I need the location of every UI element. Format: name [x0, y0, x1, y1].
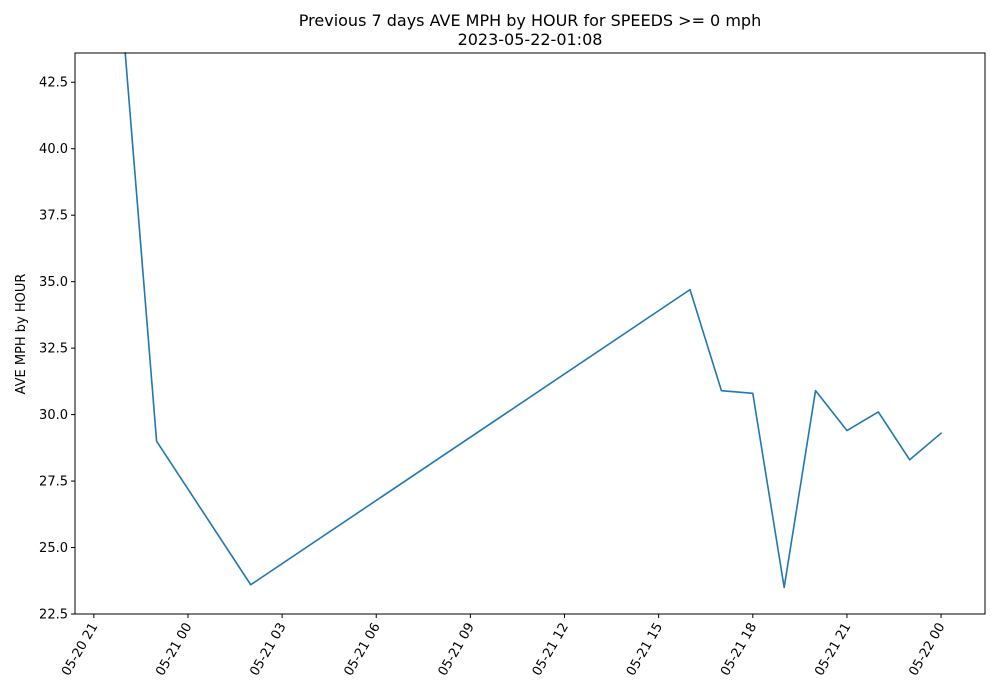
plot-frame [74, 52, 986, 615]
y-axis-label: AVE MPH by HOUR [14, 274, 29, 395]
y-tick-label: 37.5 [39, 209, 68, 224]
x-tick-label: 05-21 21 [812, 621, 854, 679]
series-line-0 [124, 52, 943, 589]
x-tick-label: 05-21 15 [624, 621, 666, 679]
x-tick-label: 05-21 03 [247, 621, 289, 679]
plot-area: 22.5 25.0 27.5 30.0 32.5 35.0 37.5 40.0 42.5 05-2… [39, 52, 986, 679]
chart-title: Previous 7 days AVE MPH by HOUR for SPEE… [299, 11, 761, 30]
y-tick-label: 40.0 [39, 142, 68, 157]
x-tick-label: 05-21 18 [718, 621, 760, 679]
y-tick-label: 30.0 [39, 408, 68, 423]
y-tick-label: 32.5 [39, 342, 68, 357]
x-tick-label: 05-20 21 [59, 621, 101, 679]
y-tick-label: 42.5 [39, 76, 68, 91]
x-tick-label: 05-22 00 [906, 621, 948, 679]
y-tick-label: 27.5 [39, 475, 68, 490]
y-tick-label: 25.0 [39, 541, 68, 556]
y-tick-label: 35.0 [39, 275, 68, 290]
x-tick-label: 05-21 12 [530, 621, 572, 679]
chart-subtitle: 2023-05-22-01:08 [458, 30, 603, 49]
x-tick-label: 05-21 06 [341, 621, 383, 679]
x-tick-label: 05-21 09 [436, 621, 478, 679]
x-tick-label: 05-21 00 [153, 621, 195, 679]
y-tick-label: 22.5 [39, 608, 68, 623]
